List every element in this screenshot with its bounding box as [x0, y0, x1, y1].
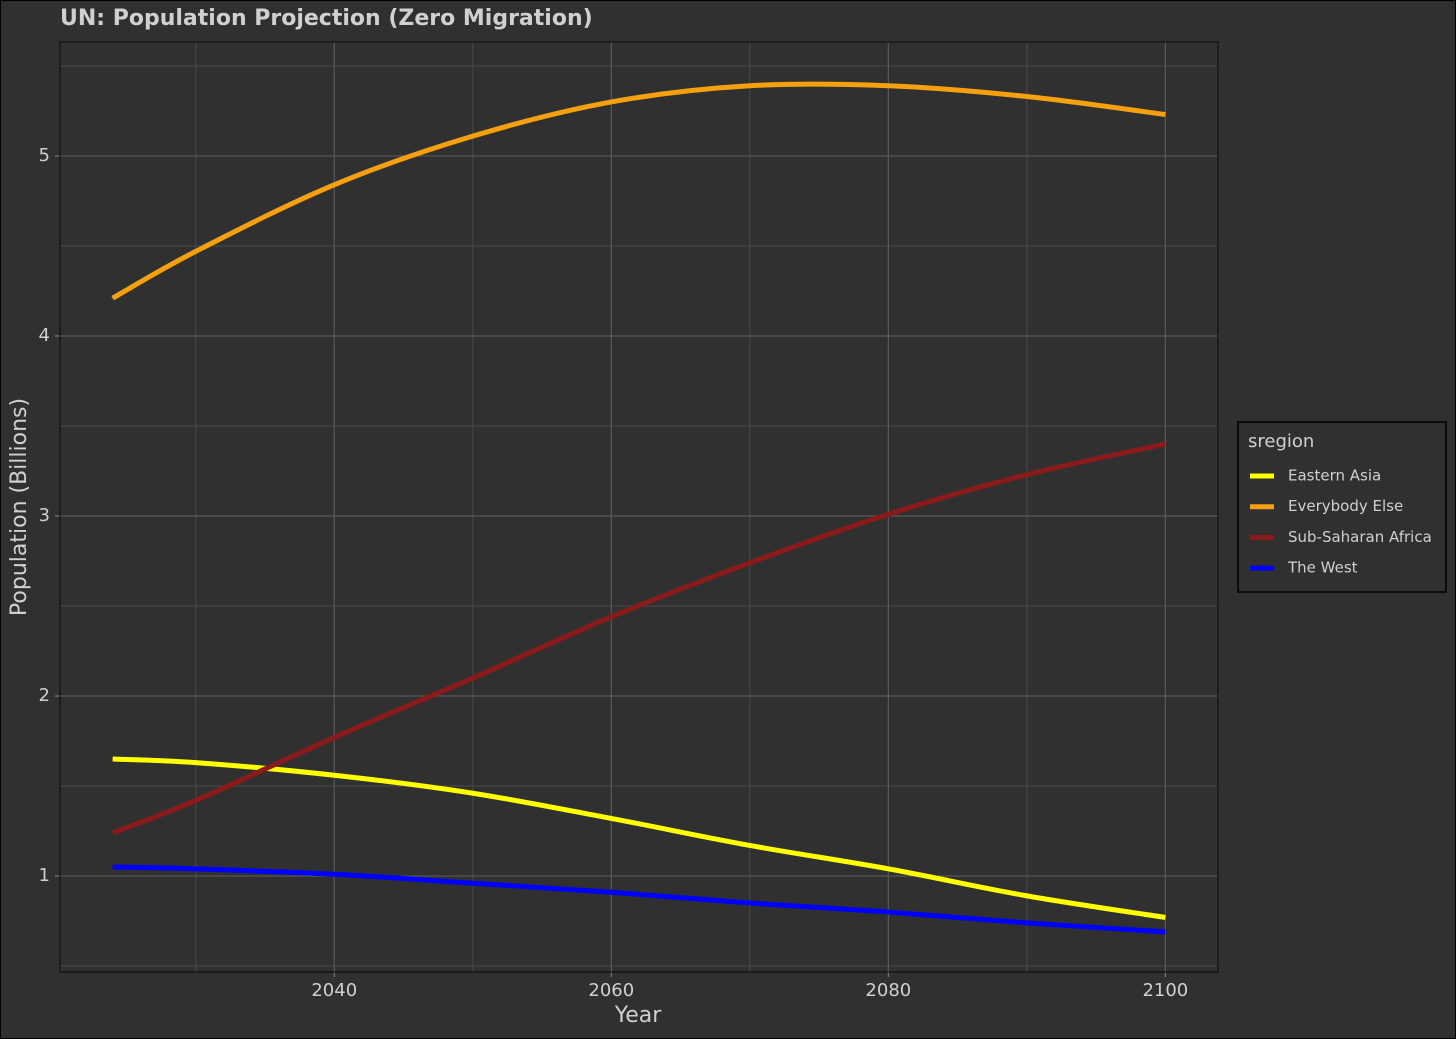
legend-title: sregion: [1248, 431, 1314, 452]
x-axis-title: Year: [614, 1003, 663, 1028]
y-tick-label: 5: [39, 145, 50, 166]
series-line: [112, 756, 1166, 920]
legend-label: The West: [1287, 559, 1358, 577]
y-axis-title: Population (Billions): [7, 398, 32, 616]
series-line: [112, 864, 1166, 935]
series-line: [111, 81, 1166, 301]
y-tick-label: 2: [39, 685, 50, 706]
x-tick-label: 2040: [311, 980, 357, 1001]
y-tick-label: 1: [39, 865, 50, 886]
x-tick-label: 2100: [1142, 980, 1188, 1001]
y-tick-label: 3: [39, 505, 50, 526]
legend-label: Sub-Saharan Africa: [1288, 528, 1432, 546]
legend-label: Eastern Asia: [1288, 467, 1381, 485]
legend-label: Everybody Else: [1288, 497, 1403, 515]
x-tick-label: 2080: [865, 980, 911, 1001]
chart-title: UN: Population Projection (Zero Migratio…: [60, 6, 593, 31]
plot-border: [59, 41, 1219, 973]
y-tick-label: 4: [39, 325, 50, 346]
series-line: [111, 441, 1166, 836]
x-tick-label: 2060: [588, 980, 634, 1001]
